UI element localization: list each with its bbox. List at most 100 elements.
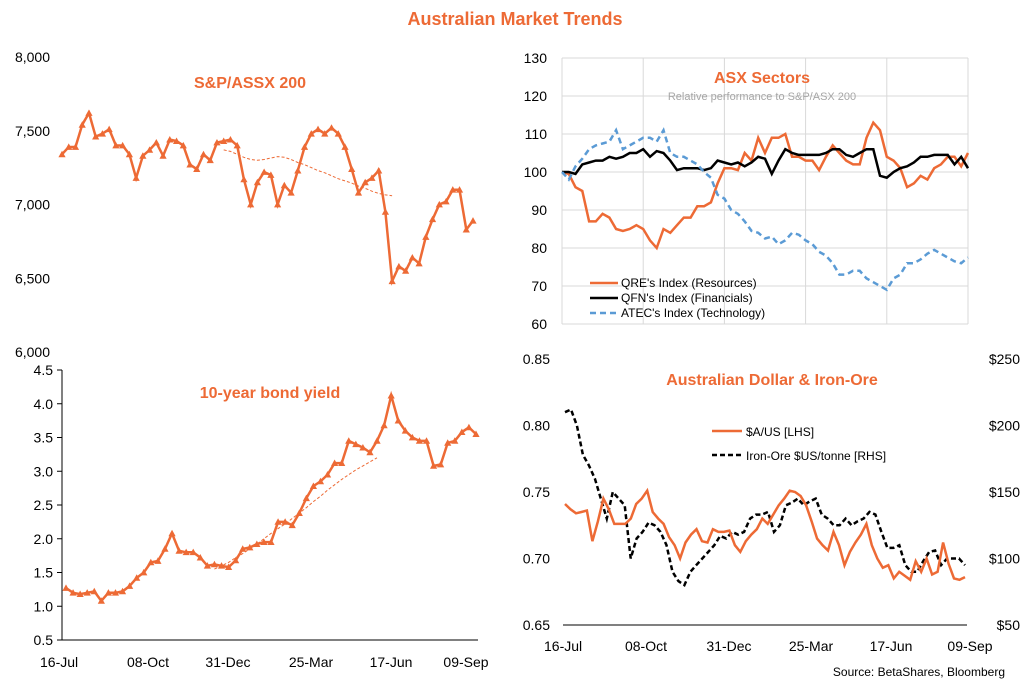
bond-yield-line-marker (295, 509, 303, 516)
asx200-line-marker (368, 174, 376, 181)
aud-y-tick-right: $150 (989, 484, 1020, 500)
bond-yield-line-marker (189, 548, 197, 556)
bond-yield-line-marker (90, 587, 98, 595)
asx200-line-marker (469, 217, 477, 224)
asx200-line-marker (92, 133, 100, 140)
bond-yield-line-marker (203, 562, 211, 569)
asx200-title: S&P/ASSX 200 (194, 75, 306, 92)
bond-yield-line-marker (69, 589, 77, 596)
asx200-line-marker (119, 141, 127, 149)
sectors-y-tick: 110 (525, 126, 548, 142)
asx200-line-marker (145, 146, 154, 153)
bond-yield-line-marker (302, 494, 310, 502)
bond-y-tick: 4.0 (34, 396, 54, 412)
bond-x-tick: 17-Jun (370, 654, 413, 670)
aud-x-tick: 25-Mar (789, 638, 834, 654)
asx200-line-marker (402, 267, 410, 274)
sectors-legend-label: ATEC's Index (Technology) (621, 306, 765, 320)
aud-x-tick: 17-Jun (870, 638, 913, 654)
sectors-subtitle: Relative performance to S&P/ASX 200 (668, 91, 856, 103)
asx200-line-marker (395, 262, 403, 270)
bond-yield-line-marker (288, 521, 296, 529)
bond-yield-line-marker (168, 529, 176, 537)
asx200-line-marker (274, 200, 282, 208)
bond-y-tick: 2.0 (34, 531, 54, 547)
asx200-line-marker (267, 171, 275, 178)
asx200-line-marker (341, 143, 349, 150)
bond-x-tick: 31-Dec (205, 654, 250, 670)
iron-ore-line (564, 407, 966, 587)
asx200-line-marker (327, 124, 336, 131)
asx200-line-marker (159, 152, 167, 159)
sectors-y-tick: 60 (531, 316, 547, 332)
asx200-line-marker (422, 233, 430, 240)
aud-y-tick-right: $200 (989, 418, 1020, 434)
asx200-line-marker (193, 165, 201, 172)
sectors-legend: QRE's Index (Resources)QFN's Index (Fina… (590, 276, 765, 320)
sectors-legend-label: QFN's Index (Financials) (621, 291, 753, 305)
bond-yield-line-marker (373, 437, 381, 444)
asx200-line-marker (186, 161, 194, 168)
asx200-line-marker (314, 125, 322, 133)
bond-yield-line-marker (253, 540, 261, 548)
bond-x-tick: 09-Sep (443, 654, 488, 670)
aud-y-tick-left: 0.65 (523, 617, 550, 633)
asx200-line-marker (455, 186, 464, 193)
asx200-line-marker (98, 130, 107, 137)
bond-yield-line-marker (408, 433, 416, 441)
asx200-y-tick: 8,000 (15, 49, 50, 65)
asx200-line-marker (462, 225, 470, 233)
asx200-line-marker (112, 141, 120, 149)
asx200-line-marker (226, 136, 235, 143)
asx200-trend-line (223, 149, 393, 197)
bond-x-tick: 25-Mar (289, 654, 334, 670)
bond-y-tick: 2.5 (34, 497, 54, 513)
bond-yield-line-marker (394, 417, 402, 424)
asx200-line-marker (361, 178, 369, 186)
bond-yield-line-marker (196, 554, 204, 561)
asx200-line-marker (247, 200, 255, 208)
bond-yield-line-marker (126, 582, 134, 589)
bond-yield-line-marker (76, 590, 84, 597)
bond-yield-line-marker (111, 589, 120, 596)
bond-yield-line-marker (147, 558, 155, 566)
asx200-line-marker (449, 186, 457, 193)
bond-yield-line-marker (133, 574, 141, 581)
aud-y-tick-left: 0.80 (523, 418, 550, 434)
bond-yield-line-marker (175, 547, 183, 554)
bond-x-tick: 08-Oct (127, 654, 169, 670)
asx200-line-marker (58, 150, 66, 158)
bond-y-tick: 3.5 (34, 430, 54, 446)
bond-yield-line-marker (437, 460, 445, 468)
sectors-legend-label: QRE's Index (Resources) (621, 276, 757, 290)
asx200-line-marker (78, 121, 86, 128)
asx200-y-tick: 7,500 (15, 123, 50, 139)
asx200-line-marker (287, 189, 295, 196)
bond-y-tick: 0.5 (34, 632, 54, 648)
bond-yield-line-marker (140, 568, 148, 576)
asx200-line-marker (172, 137, 181, 144)
asx-sectors-panel: 60 70 80 90 100 110 120 130 ASX Sectors Relative … (524, 50, 970, 332)
bond-yield-line-marker (345, 437, 353, 444)
bond-yield-line-marker (458, 428, 466, 435)
asx200-line-marker (125, 150, 133, 158)
aud-title: Australian Dollar & Iron-Ore (666, 372, 878, 389)
bond-yield-line-marker (239, 545, 247, 552)
bond-yield-line-marker (97, 597, 105, 604)
bond-y-tick: 4.5 (34, 362, 54, 378)
bond-yield-line-marker (154, 557, 162, 564)
bond-yield-line-marker (224, 563, 233, 570)
bond-yield-line (65, 390, 477, 603)
asx200-line-marker (132, 174, 140, 181)
asx200-line-marker (300, 143, 309, 150)
bond-yield-line-marker (210, 560, 219, 568)
bond-yield-line-marker (161, 545, 169, 552)
bond-yield-line-marker (62, 584, 70, 591)
sectors-y-tick: 100 (524, 164, 548, 180)
asx200-line-marker (388, 277, 396, 285)
aud-iron-ore-panel: Australian Dollar & Iron-Ore 0.65 0.70 0.75… (523, 351, 1020, 654)
asx200-line-marker (253, 178, 261, 186)
sectors-technology-line (561, 127, 969, 292)
aud-line (564, 487, 966, 582)
